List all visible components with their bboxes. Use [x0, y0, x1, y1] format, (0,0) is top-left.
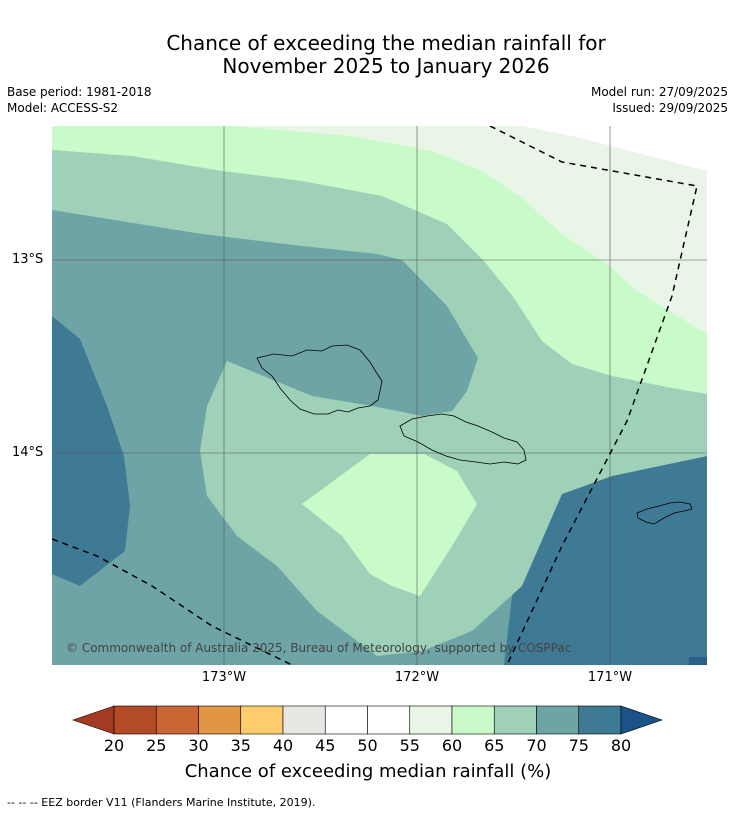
colorbar-tick-label: 35 — [230, 736, 251, 755]
chart-title-line1: Chance of exceeding the median rainfall … — [166, 31, 606, 55]
contour-80-plus — [689, 657, 707, 665]
colorbar-tick-label: 70 — [526, 736, 547, 755]
lat-label-14s: 14°S — [12, 445, 44, 460]
eez-border-line — [489, 126, 698, 665]
colorbar-tick-label: 80 — [610, 736, 632, 755]
chart-title-line2: November 2025 to January 2026 — [222, 54, 550, 78]
colorbar-tick-label: 20 — [103, 736, 125, 755]
colorbar-tick-label: 50 — [357, 736, 378, 755]
eez-footer-note: -- -- -- EEZ border V11 (Flanders Marine… — [7, 796, 316, 809]
contour-map — [52, 126, 707, 665]
colorbar-segment — [240, 705, 284, 735]
contour-75-80 — [52, 316, 130, 586]
colorbar-segment — [155, 705, 199, 735]
map-panel — [52, 126, 707, 665]
island-upolu — [399, 413, 527, 465]
contour-60-65-centre — [302, 454, 477, 596]
contour-55-60 — [232, 126, 707, 334]
colorbar-title: Chance of exceeding median rainfall (%) — [184, 761, 552, 782]
colorbar-extend-low — [72, 705, 115, 735]
colorbar-segment — [367, 705, 411, 735]
island-tutuila — [636, 501, 693, 525]
colorbar-segment — [536, 705, 580, 735]
colorbar-tick-label: 60 — [441, 736, 463, 755]
model-run-text: Model run: 27/09/2025 — [590, 85, 728, 99]
island-savaii — [256, 344, 383, 415]
colorbar-segment — [409, 705, 453, 735]
colorbar-tick-label: 40 — [272, 736, 294, 755]
colorbar-segment — [198, 705, 242, 735]
graticule — [52, 126, 707, 665]
colorbar-segment — [113, 705, 157, 735]
colorbar-tick-label: 30 — [188, 736, 209, 755]
eez-border-line-southwest — [52, 538, 293, 665]
colorbar-tick-label: 45 — [315, 736, 336, 755]
lon-label-173w: 173°W — [201, 670, 247, 685]
colorbar-tick-label: 25 — [146, 736, 167, 755]
colorbar — [72, 705, 663, 735]
colorbar-extend-high — [620, 705, 663, 735]
colorbar-tick-label: 75 — [568, 736, 589, 755]
colorbar-segment — [324, 705, 368, 735]
lon-label-171w: 171°W — [587, 670, 633, 685]
colorbar-segment — [282, 705, 326, 735]
colorbar-tick-label: 55 — [399, 736, 420, 755]
lon-label-172w: 172°W — [394, 670, 440, 685]
colorbar-tick-label: 65 — [484, 736, 505, 755]
contour-below-55 — [522, 126, 707, 171]
model-text: Model: ACCESS-S2 — [7, 101, 119, 115]
colorbar-segment — [578, 705, 622, 735]
issued-text: Issued: 29/09/2025 — [612, 101, 728, 115]
lat-label-13s: 13°S — [12, 252, 44, 267]
meta-left: Base period: 1981-2018 Model: ACCESS-S2 — [7, 84, 152, 116]
base-period-text: Base period: 1981-2018 — [7, 85, 152, 99]
map-copyright: © Commonwealth of Australia 2025, Bureau… — [66, 641, 572, 655]
meta-right: Model run: 27/09/2025 Issued: 29/09/2025 — [591, 84, 728, 116]
colorbar-segment — [451, 705, 495, 735]
colorbar-segment — [493, 705, 537, 735]
